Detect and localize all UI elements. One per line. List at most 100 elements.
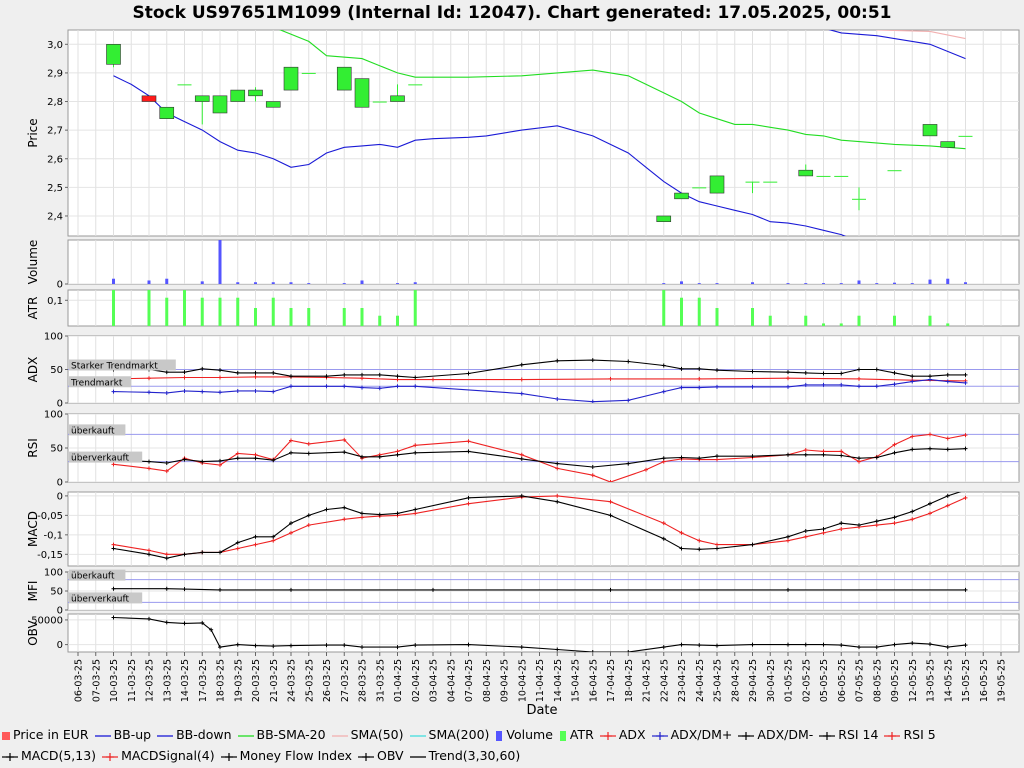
adx-dmminus-marker	[253, 370, 258, 375]
macd-marker	[803, 528, 808, 533]
x-tick-label: 27-03-25	[340, 659, 351, 702]
candle	[852, 198, 866, 200]
volume-bar	[715, 283, 719, 284]
obv-marker	[111, 615, 116, 620]
macd-marker	[111, 546, 116, 551]
legend-label: MACDSignal(4)	[121, 748, 215, 763]
rsi-ref-label: überverkauft	[71, 454, 130, 464]
mfi-ref-label: überverkauft	[71, 594, 130, 604]
rsi14-marker	[821, 452, 826, 457]
volume-bar	[680, 281, 683, 284]
rsi5-marker	[803, 448, 808, 453]
volume-bar	[910, 283, 914, 284]
adx-dmminus-marker	[803, 370, 808, 375]
mfi-marker	[289, 587, 293, 592]
rsi14-marker	[928, 446, 932, 451]
adx-ref-label: Starker Trendmarkt	[71, 362, 158, 372]
x-axis-label: Date	[526, 703, 557, 718]
rsi-ref-label: überkauft	[71, 426, 115, 436]
x-tick-label: 01-04-25	[393, 659, 404, 702]
rsi5-marker	[111, 462, 116, 467]
rsi5-marker	[910, 434, 915, 439]
mfi-tick-label: 0	[57, 606, 63, 617]
x-tick-label: 13-05-25	[926, 659, 937, 702]
rsi5-marker	[235, 451, 240, 456]
adx-marker	[786, 376, 790, 381]
mfi-panel: 100 50 0 MFI überkauft überverkauft	[26, 568, 1020, 617]
adx-dmminus-marker	[857, 367, 861, 372]
price-plot-area	[67, 29, 1020, 237]
x-tick-label: 07-05-25	[855, 659, 866, 702]
adx-dmminus-marker	[360, 372, 364, 377]
x-tick-label: 14-03-25	[180, 659, 191, 702]
volume-bar	[946, 278, 950, 284]
macd-marker	[360, 511, 364, 516]
macd-marker	[324, 507, 329, 512]
x-tick-label: 15-04-25	[571, 659, 582, 702]
legend-item: ADX	[599, 724, 646, 745]
legend-item: SMA(50)	[331, 724, 404, 745]
legend-item: RSI 14	[819, 724, 878, 745]
legend-item: SMA(200)	[409, 724, 489, 745]
x-tick-label: 10-04-25	[517, 659, 528, 702]
rsi5-line	[113, 433, 966, 482]
x-tick-label: 31-03-25	[375, 659, 386, 702]
rsi14-marker	[164, 460, 169, 465]
adx-marker	[697, 376, 702, 381]
legend-label: Volume	[506, 727, 553, 742]
adx-dmminus-marker	[715, 368, 719, 373]
mfi-ref-label-bg	[69, 569, 126, 581]
adx-dmplus-marker	[164, 390, 169, 395]
rsi14-marker	[289, 450, 293, 455]
legend-swatch-icon	[94, 734, 111, 737]
rsi14-marker	[271, 458, 276, 463]
volume-bar	[271, 282, 275, 284]
adx-marker	[147, 376, 151, 381]
adx-dmplus-marker	[679, 385, 684, 390]
obv-marker	[200, 620, 205, 625]
obv-marker	[697, 643, 702, 648]
price-tick-label: 2,4	[47, 211, 63, 222]
price-tick-label: 2,9	[47, 68, 63, 79]
x-tick-label: 16-05-25	[979, 659, 990, 702]
obv-marker	[466, 642, 471, 647]
macd-marker	[892, 515, 897, 520]
x-tick-label: 20-03-25	[251, 659, 262, 702]
obv-marker	[218, 645, 222, 650]
obv-marker	[342, 643, 347, 648]
legend-item: BB-up	[94, 724, 151, 745]
obv-marker	[395, 645, 400, 650]
candle	[230, 89, 246, 102]
candle	[887, 170, 902, 172]
candle	[106, 44, 121, 65]
legend-item: ADX/DM-	[738, 724, 813, 745]
atr-bar	[254, 308, 257, 326]
rsi14-marker	[182, 457, 187, 462]
legend-label: BB-SMA-20	[256, 727, 326, 742]
macd-marker	[395, 511, 400, 516]
adx-ref-label-bg	[69, 376, 131, 388]
adx-dmminus-marker	[892, 370, 897, 375]
legend-item: MACD(5,13)	[2, 745, 96, 766]
macd-tick-label: -0,15	[37, 550, 63, 561]
legend-label: RSI 14	[838, 727, 879, 742]
volume-bar	[218, 240, 222, 284]
candle	[194, 95, 210, 102]
rsi14-marker	[253, 456, 258, 461]
adx-dmplus-line	[113, 379, 966, 403]
x-tick-label: 09-04-25	[500, 659, 511, 702]
volume-bar	[147, 280, 151, 284]
adx-axis-label: ADX	[26, 357, 40, 383]
adx-dmplus-marker	[839, 382, 844, 387]
macd-marker	[519, 493, 524, 498]
x-tick-label: 06-03-25	[74, 659, 85, 702]
adx-dmplus-marker	[803, 382, 808, 387]
obv-marker	[235, 642, 240, 647]
macd-signal-marker	[786, 538, 790, 543]
macd-signal-marker	[164, 552, 169, 557]
price-tick-label: 3,0	[47, 40, 63, 51]
adx-dmplus-marker	[555, 396, 560, 401]
price-panel: 3,0 2,9 2,8 2,7 2,6 2,5 2,4 Price	[26, 29, 1020, 237]
macd-tick-label: -0,1	[43, 530, 63, 541]
adx-dmplus-marker	[519, 391, 524, 396]
